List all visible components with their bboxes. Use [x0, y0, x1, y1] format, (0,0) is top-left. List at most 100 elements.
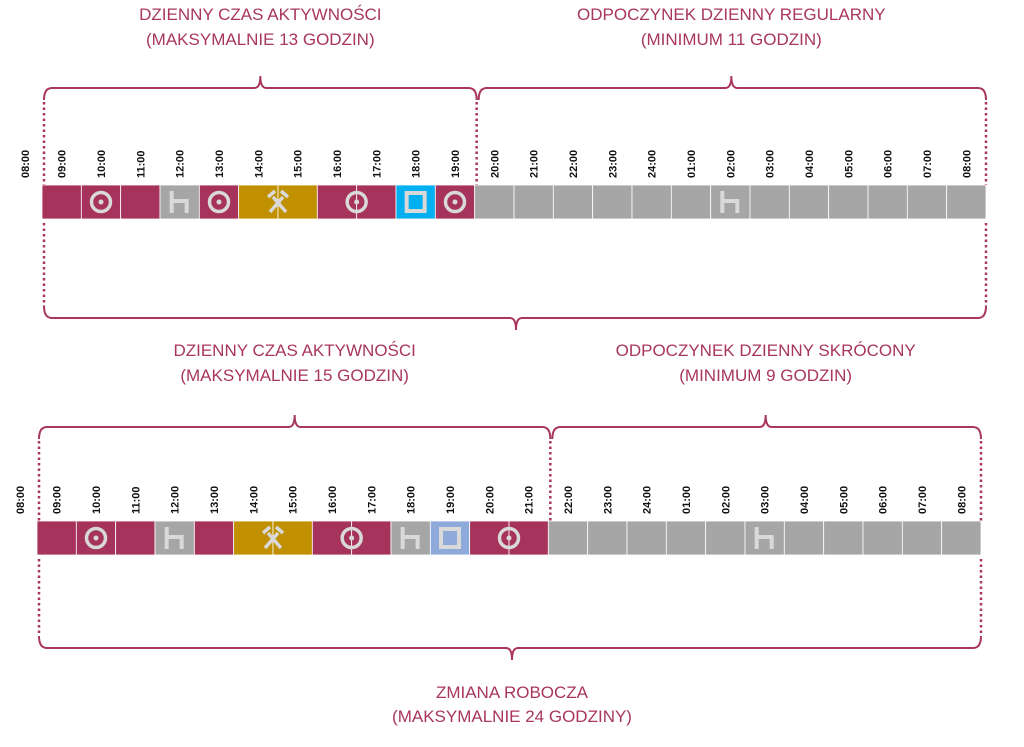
timeline-cell-rest — [474, 184, 515, 220]
steering-wheel-hub — [354, 199, 360, 205]
timeline-cell-rest — [547, 520, 589, 556]
timeline-cell-availability_light — [429, 520, 471, 556]
availability-square-icon — [404, 191, 427, 213]
hour-label: 07:00 — [917, 486, 929, 514]
timeline-cell-other_work — [272, 520, 313, 556]
hour-label: 17:00 — [366, 486, 378, 514]
timeline-cell-other_work — [233, 520, 274, 556]
work-shift-limit: (MAKSYMALNIE 24 GODZINY) — [392, 707, 632, 726]
hour-label: 08:00 — [20, 150, 32, 178]
steering-wheel-icon — [207, 190, 231, 214]
bed-icon — [754, 527, 774, 549]
hour-label: 08:00 — [15, 486, 27, 514]
daily-rest-title: ODPOCZYNEK DZIENNY REGULARNY — [577, 5, 886, 24]
timeline-cell-rest — [513, 184, 554, 220]
steering-wheel-hub — [93, 535, 99, 541]
hour-label: 05:00 — [843, 150, 855, 178]
hour-label: 12:00 — [175, 150, 187, 178]
timeline-cell-rest — [783, 520, 825, 556]
timeline-cell-rest — [901, 520, 943, 556]
steering-wheel-icon — [340, 526, 363, 550]
timeline-cell-work — [508, 520, 549, 556]
hour-label: 12:00 — [170, 486, 182, 514]
bed-icon — [720, 191, 740, 213]
hour-label: 02:00 — [720, 486, 732, 514]
steering-wheel-icon — [443, 190, 467, 214]
bed-icon — [400, 527, 420, 549]
hour-label: 07:00 — [922, 150, 934, 178]
daily-rest-limit: (MINIMUM 9 GODZIN) — [679, 366, 852, 385]
timeline-cell-rest — [906, 184, 948, 220]
timeline-cell-other_work — [277, 184, 318, 220]
timeline-cell-rest — [670, 184, 712, 220]
steering-wheel-hub — [98, 199, 104, 205]
hour-label: 16:00 — [332, 150, 344, 178]
daily-rest-limit: (MINIMUM 11 GODZIN) — [641, 30, 822, 49]
hour-label: 02:00 — [725, 150, 737, 178]
hour-label: 22:00 — [563, 486, 575, 514]
timeline-cell-rest — [552, 184, 594, 220]
hour-label: 23:00 — [602, 486, 614, 514]
hour-label: 14:00 — [248, 486, 260, 514]
hour-label: 22:00 — [568, 150, 580, 178]
timeline-cell-rest — [749, 184, 790, 220]
timeline-cell-rest — [946, 184, 987, 220]
hammers-icon — [266, 189, 290, 214]
hour-label: 03:00 — [760, 486, 772, 514]
active-time-limit: (MAKSYMALNIE 13 GODZIN) — [146, 30, 375, 49]
bed-icon — [169, 191, 189, 213]
timeline-cell-work — [356, 184, 397, 220]
timeline-cell-work — [41, 184, 82, 220]
timeline-cell-work — [115, 520, 156, 556]
hour-label: 21:00 — [524, 486, 536, 514]
timeline-cell-availability — [395, 184, 436, 220]
active-time-title: DZIENNY CZAS AKTYWNOŚCI — [139, 5, 381, 24]
timeline-cell-work — [311, 520, 353, 556]
work-shift-bracket — [43, 305, 987, 331]
hour-label: 23:00 — [607, 150, 619, 178]
timeline-cell-work — [351, 520, 392, 556]
hour-label: 21:00 — [529, 150, 541, 178]
timeline-cell-work — [36, 520, 77, 556]
work-shift-bracket — [38, 635, 982, 661]
hour-label: 15:00 — [293, 150, 305, 178]
active-time-bracket — [38, 414, 552, 440]
daily-rest-title: ODPOCZYNEK DZIENNY SKRÓCONY — [616, 341, 916, 360]
steering-wheel-icon — [345, 190, 368, 214]
hour-label: 08:00 — [956, 486, 968, 514]
hour-label: 06:00 — [883, 150, 895, 178]
hour-label: 15:00 — [288, 486, 300, 514]
hour-label: 13:00 — [214, 150, 226, 178]
hour-label: 05:00 — [838, 486, 850, 514]
timeline-cell-work — [193, 520, 235, 556]
steering-wheel-icon — [497, 526, 521, 550]
daily-rest-bracket — [551, 414, 982, 440]
steering-wheel-icon — [89, 190, 113, 214]
timeline-cell-other_work — [238, 184, 279, 220]
timeline-cell-rest — [587, 520, 628, 556]
timeline-cell-rest — [626, 520, 667, 556]
hour-label: 10:00 — [91, 486, 103, 514]
hour-label: 18:00 — [411, 150, 423, 178]
hour-label: 06:00 — [878, 486, 890, 514]
steering-wheel-icon — [84, 526, 108, 550]
timeline-cell-rest — [788, 184, 830, 220]
timeline-cell-rest — [631, 184, 672, 220]
timeline-cell-work — [469, 520, 510, 556]
hour-label: 03:00 — [765, 150, 777, 178]
hour-label: 08:00 — [961, 150, 973, 178]
hour-label: 24:00 — [642, 486, 654, 514]
bed-icon — [164, 527, 184, 549]
timeline-cell-rest — [823, 520, 864, 556]
hour-label: 04:00 — [799, 486, 811, 514]
active-time-bracket — [43, 75, 478, 101]
daily-rest-bracket — [477, 75, 987, 101]
hammers-icon — [261, 525, 285, 550]
hour-label: 11:00 — [135, 150, 147, 178]
hour-label: 09:00 — [52, 486, 64, 514]
timeline-cell-rest — [867, 184, 908, 220]
timeline-cell-work — [316, 184, 358, 220]
timeline-cell-rest — [592, 184, 633, 220]
steering-wheel-hub — [349, 535, 355, 541]
